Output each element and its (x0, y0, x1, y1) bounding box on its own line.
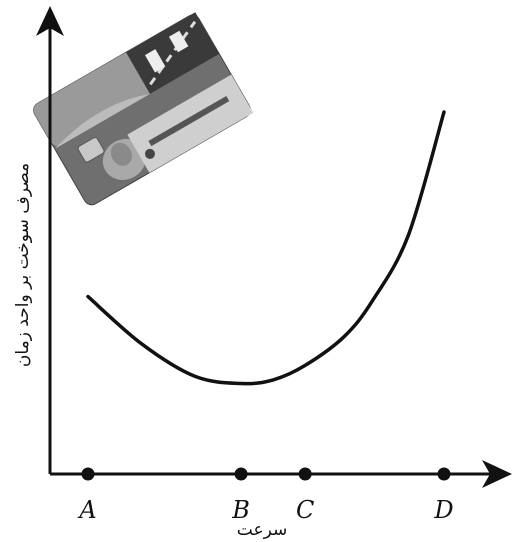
points-layer (81, 467, 451, 481)
axis-point-d (437, 467, 451, 481)
x-axis-arrow-icon (482, 460, 512, 488)
y-axis-title: مصرف سوخت بر واحد زمان (13, 163, 33, 367)
fuel-card-icon (33, 12, 254, 206)
tick-label-a: A (77, 496, 96, 524)
axes (36, 6, 512, 488)
axis-point-c (298, 467, 312, 481)
curve-layer (86, 110, 446, 386)
tick-label-c: C (296, 496, 314, 524)
tick-label-d: D (433, 496, 453, 524)
series-line (86, 110, 446, 386)
axis-point-a (81, 467, 95, 481)
y-axis-arrow-icon (36, 6, 64, 36)
tick-label-b: B (231, 496, 250, 524)
axis-point-b (234, 467, 248, 481)
x-axis-title: سرعت (237, 520, 287, 540)
labels-layer: A B C D (77, 496, 453, 524)
